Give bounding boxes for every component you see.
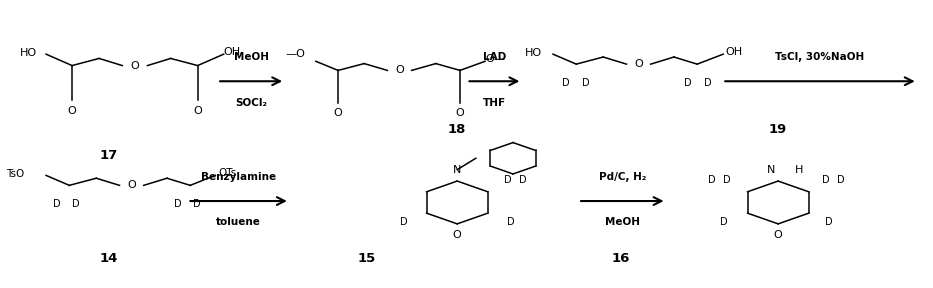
Text: OH: OH <box>224 47 241 57</box>
Text: D: D <box>720 217 728 227</box>
Text: H: H <box>794 165 802 175</box>
Text: D: D <box>708 175 716 185</box>
Text: O: O <box>334 108 342 118</box>
Text: O: O <box>68 106 77 116</box>
Text: OH: OH <box>725 47 743 57</box>
Text: O: O <box>773 230 783 240</box>
Text: D: D <box>582 78 590 88</box>
Text: Benzylamine: Benzylamine <box>201 172 276 182</box>
Text: O: O <box>453 230 462 240</box>
Text: HO: HO <box>20 48 37 58</box>
Text: D: D <box>399 217 407 227</box>
Text: N: N <box>453 165 462 175</box>
Text: O: O <box>634 59 643 69</box>
Text: D: D <box>826 217 833 227</box>
Text: D: D <box>193 199 201 209</box>
Text: TsO: TsO <box>6 169 24 179</box>
Text: MeOH: MeOH <box>605 217 640 228</box>
Text: 18: 18 <box>448 123 466 136</box>
Text: D: D <box>72 199 79 209</box>
Text: toluene: toluene <box>216 217 261 228</box>
Text: OTs: OTs <box>218 168 236 178</box>
Text: 14: 14 <box>99 252 118 265</box>
Text: THF: THF <box>483 98 506 108</box>
Text: 16: 16 <box>612 252 630 265</box>
Text: —O: —O <box>285 49 305 59</box>
Text: LAD: LAD <box>482 52 506 62</box>
Text: D: D <box>508 217 515 227</box>
Text: HO: HO <box>525 48 542 58</box>
Text: 19: 19 <box>769 123 787 136</box>
Text: 17: 17 <box>99 149 118 162</box>
Text: Pd/C, H₂: Pd/C, H₂ <box>599 172 646 182</box>
Text: D: D <box>505 175 512 185</box>
Text: O: O <box>455 108 465 118</box>
Text: 15: 15 <box>358 252 376 265</box>
Text: D: D <box>520 175 527 185</box>
Text: D: D <box>837 175 844 185</box>
Text: O: O <box>396 65 404 75</box>
Text: O: O <box>130 60 139 71</box>
Text: O: O <box>193 106 202 116</box>
Text: SOCl₂: SOCl₂ <box>235 98 267 108</box>
Text: N: N <box>767 165 775 175</box>
Text: O: O <box>127 180 136 190</box>
Text: MeOH: MeOH <box>233 52 269 62</box>
Text: D: D <box>684 78 691 88</box>
Text: D: D <box>174 199 182 209</box>
Text: TsCl, 30%NaOH: TsCl, 30%NaOH <box>775 52 865 62</box>
Text: D: D <box>822 175 829 185</box>
Text: D: D <box>563 78 570 88</box>
Text: D: D <box>723 175 731 185</box>
Text: O—: O— <box>485 54 505 64</box>
Text: D: D <box>53 199 61 209</box>
Text: D: D <box>703 78 711 88</box>
